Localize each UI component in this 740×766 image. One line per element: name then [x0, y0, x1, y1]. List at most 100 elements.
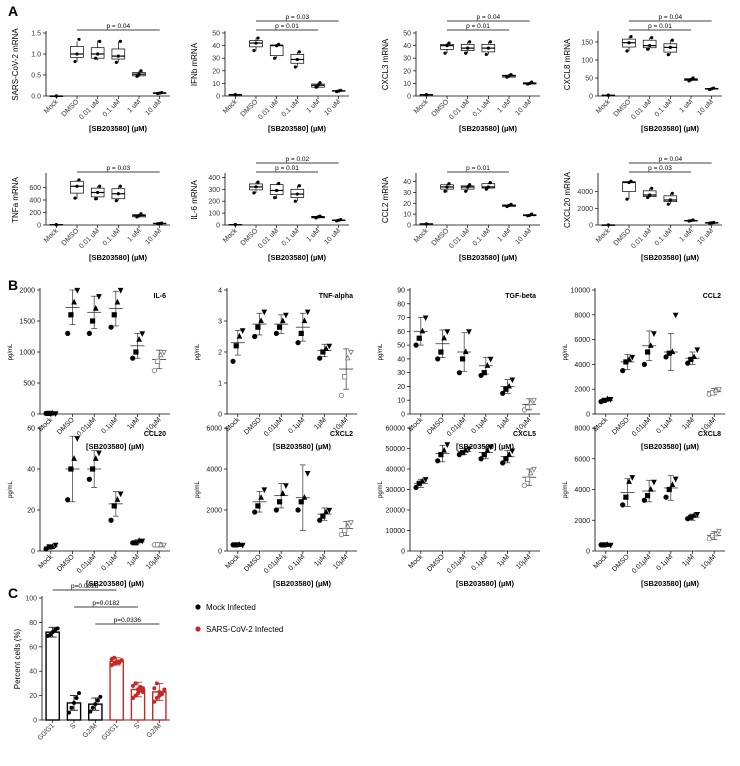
group-4 — [500, 377, 516, 396]
y-tick-label: 150 — [581, 40, 593, 47]
data-point — [445, 185, 449, 189]
data-point — [304, 470, 311, 477]
group-2 — [86, 450, 102, 488]
data-point — [484, 52, 488, 57]
data-point — [524, 476, 531, 482]
y-tick-label: 1000 — [19, 350, 35, 357]
data-point — [75, 184, 79, 188]
data-point — [68, 312, 74, 318]
data-point — [668, 198, 672, 202]
y-tick-label: 0 — [586, 412, 590, 419]
y-tick-label: 40 — [27, 467, 35, 474]
data-point — [481, 370, 487, 376]
data-point — [73, 196, 77, 200]
group-0 — [230, 328, 246, 364]
data-point — [466, 446, 472, 453]
x-axis-label: [SB203580] (µM) — [459, 253, 518, 262]
data-point — [68, 466, 74, 472]
data-point — [276, 324, 283, 330]
data-point — [90, 705, 95, 710]
group-3 — [663, 475, 679, 501]
data-point — [301, 494, 308, 500]
x-tick-label: DMSO — [61, 227, 81, 247]
group-5 — [338, 348, 354, 398]
x-tick-label: 1µM — [313, 553, 328, 568]
group-4 — [130, 537, 146, 546]
x-tick-label: 1 uM — [126, 98, 142, 114]
data-point — [447, 182, 451, 186]
y-tick-label: 40 — [403, 43, 411, 50]
y-tick-label: 60000 — [386, 426, 406, 433]
data-point — [252, 191, 256, 195]
x-axis-label: [SB203580] (µM) — [86, 579, 145, 588]
y-tick-label: 1.0 — [31, 52, 41, 59]
y-tick-label: 0.0 — [31, 94, 41, 101]
y-tick-label: 100 — [581, 58, 593, 65]
x-tick-label: DMSO — [426, 416, 446, 436]
data-point — [283, 312, 289, 319]
x-axis-label: [SB203580] (µM) — [89, 124, 148, 133]
group-1 — [252, 309, 268, 340]
data-point — [95, 698, 100, 703]
x-axis-label: [SB203580] (µM) — [273, 442, 332, 451]
data-point — [629, 475, 636, 481]
data-point — [233, 223, 237, 227]
data-point — [438, 452, 444, 458]
x-tick-label: 1 uM — [678, 98, 694, 114]
data-point — [317, 517, 323, 523]
data-point — [650, 186, 654, 190]
data-point — [54, 94, 58, 98]
data-point — [71, 298, 77, 305]
y-tick-label: 100 — [208, 211, 220, 218]
y-tick-label: 8000 — [574, 312, 590, 319]
data-point — [252, 333, 258, 340]
x-tick-label: DMSO — [243, 416, 263, 436]
data-point — [709, 390, 716, 396]
data-point — [506, 382, 512, 389]
x-tick-label: 0.01µM — [76, 416, 98, 438]
x-tick-label: DMSO — [431, 98, 451, 118]
data-point — [131, 696, 135, 701]
y-axis-label: IL-6 mRNA — [190, 180, 199, 220]
data-point — [464, 51, 468, 55]
legend-marker — [195, 626, 201, 632]
x-tick-label: 0.1µM — [470, 416, 489, 435]
chart-title: TNF-alpha — [319, 293, 353, 300]
data-point — [641, 497, 647, 503]
x-tick-label: 0.1µM — [655, 553, 674, 572]
data-point — [275, 188, 279, 193]
data-point — [521, 482, 527, 488]
data-point — [114, 298, 121, 305]
data-point — [338, 531, 344, 538]
legend-marker — [195, 604, 201, 610]
x-tick-label: G2/M — [146, 722, 163, 739]
data-point — [486, 185, 490, 189]
x-tick-label: 10 uM — [323, 98, 342, 117]
x-tick-label: DMSO — [426, 553, 446, 573]
data-point — [133, 681, 138, 686]
data-point — [648, 193, 652, 197]
x-tick-label: Mock — [595, 227, 612, 244]
x-tick-label: 0.1 uM — [102, 227, 122, 247]
data-point — [273, 196, 277, 200]
data-point — [112, 655, 117, 660]
data-point — [160, 221, 164, 225]
data-point — [527, 469, 534, 476]
data-point — [716, 528, 722, 535]
data-point — [277, 42, 281, 46]
data-point — [92, 305, 99, 311]
y-tick-label: 1 — [218, 381, 222, 388]
x-tick-label: Mock — [222, 98, 239, 115]
data-point — [293, 65, 297, 69]
data-point — [620, 502, 626, 508]
data-point — [691, 76, 695, 80]
x-tick-label: 1µM — [681, 416, 696, 431]
x-tick-label: 1 uM — [678, 227, 694, 243]
data-point — [136, 336, 142, 342]
y-tick-label: 10 — [212, 81, 220, 88]
x-tick-label: Mock — [37, 553, 54, 570]
data-point — [666, 486, 672, 493]
x-axis-label: [SB203580] (µM) — [268, 253, 327, 262]
x-axis-label: [SB203580] (µM) — [456, 579, 515, 588]
